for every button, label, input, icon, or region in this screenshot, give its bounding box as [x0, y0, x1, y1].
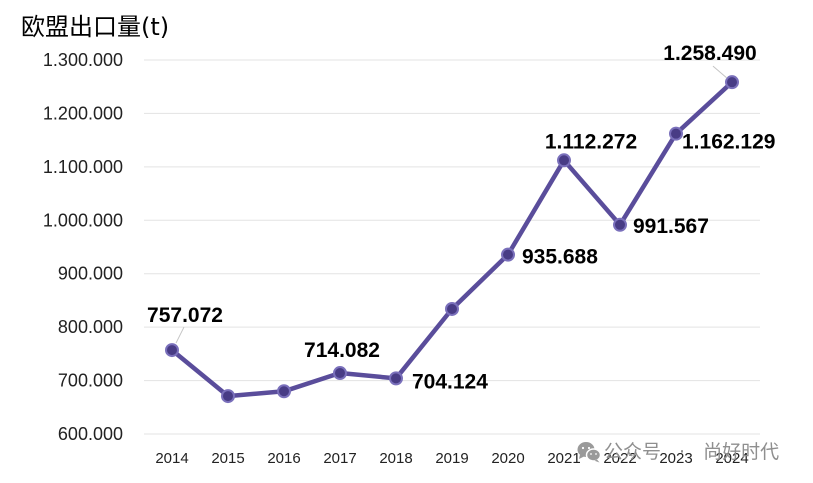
data-label-2023: 1.162.129 [682, 131, 775, 154]
data-point-2014 [165, 343, 179, 358]
y-tick-label: 1.100.000 [43, 157, 123, 177]
y-axis-tick-labels: 600.000 700.000 800.000 900.000 1.000.000 1.1… [43, 50, 123, 444]
data-label-2014: 757.072 [147, 304, 223, 327]
data-point-2023 [669, 126, 683, 141]
y-tick-label: 800.000 [58, 317, 123, 337]
y-tick-label: 1.200.000 [43, 103, 123, 123]
data-point-2022 [613, 217, 627, 232]
x-tick-label: 2022 [603, 450, 636, 467]
x-tick-label: 2016 [267, 450, 300, 467]
data-label-2020: 935.688 [522, 246, 598, 269]
x-tick-label: 2020 [491, 450, 524, 467]
gridlines [144, 59, 760, 435]
leader-line-2014 [175, 326, 185, 344]
watermark: 公众号 · 尚好时代 [577, 440, 779, 464]
y-tick-label: 1.300.000 [43, 50, 123, 70]
watermark-text: 公众号 · 尚好时代 [604, 441, 780, 463]
data-point-2020 [501, 247, 515, 262]
x-tick-label: 2018 [379, 450, 412, 467]
data-label-2017: 714.082 [304, 339, 380, 362]
y-tick-label: 700.000 [58, 371, 123, 391]
x-tick-label: 2023 [659, 450, 692, 467]
data-points [165, 75, 739, 404]
data-point-2016 [277, 384, 291, 399]
y-tick-label: 600.000 [58, 424, 123, 444]
series-line [169, 79, 735, 399]
x-axis-tick-labels: 2014 2015 2016 2017 2018 2019 2020 2021 2022 2023… [155, 450, 748, 467]
leader-line-2024 [712, 65, 728, 79]
data-point-2018 [389, 371, 403, 386]
data-point-2019 [445, 301, 459, 316]
data-label-2018: 704.124 [412, 370, 488, 393]
data-labels: 757.072 714.082 704.124 935.688 1.112.272 991… [147, 42, 775, 393]
data-point-2021 [557, 153, 571, 168]
data-label-2021: 1.112.272 [545, 130, 637, 153]
x-tick-label: 2015 [211, 450, 244, 467]
x-tick-label: 2014 [155, 450, 188, 467]
data-point-2024 [725, 75, 739, 90]
chart-title: 欧盟出口量(t) [21, 13, 170, 41]
wechat-icon [577, 442, 601, 463]
data-label-2022: 991.567 [633, 215, 709, 238]
x-tick-label: 2017 [323, 450, 356, 467]
data-point-2017 [333, 366, 347, 381]
x-tick-label: 2021 [547, 450, 580, 467]
y-tick-label: 900.000 [58, 264, 123, 284]
x-tick-label: 2019 [435, 450, 468, 467]
y-tick-label: 1.000.000 [43, 210, 123, 230]
data-label-2024: 1.258.490 [663, 42, 756, 65]
data-point-2015 [221, 389, 235, 404]
leader-lines [175, 65, 728, 344]
x-tick-label: 2024 [715, 450, 748, 467]
